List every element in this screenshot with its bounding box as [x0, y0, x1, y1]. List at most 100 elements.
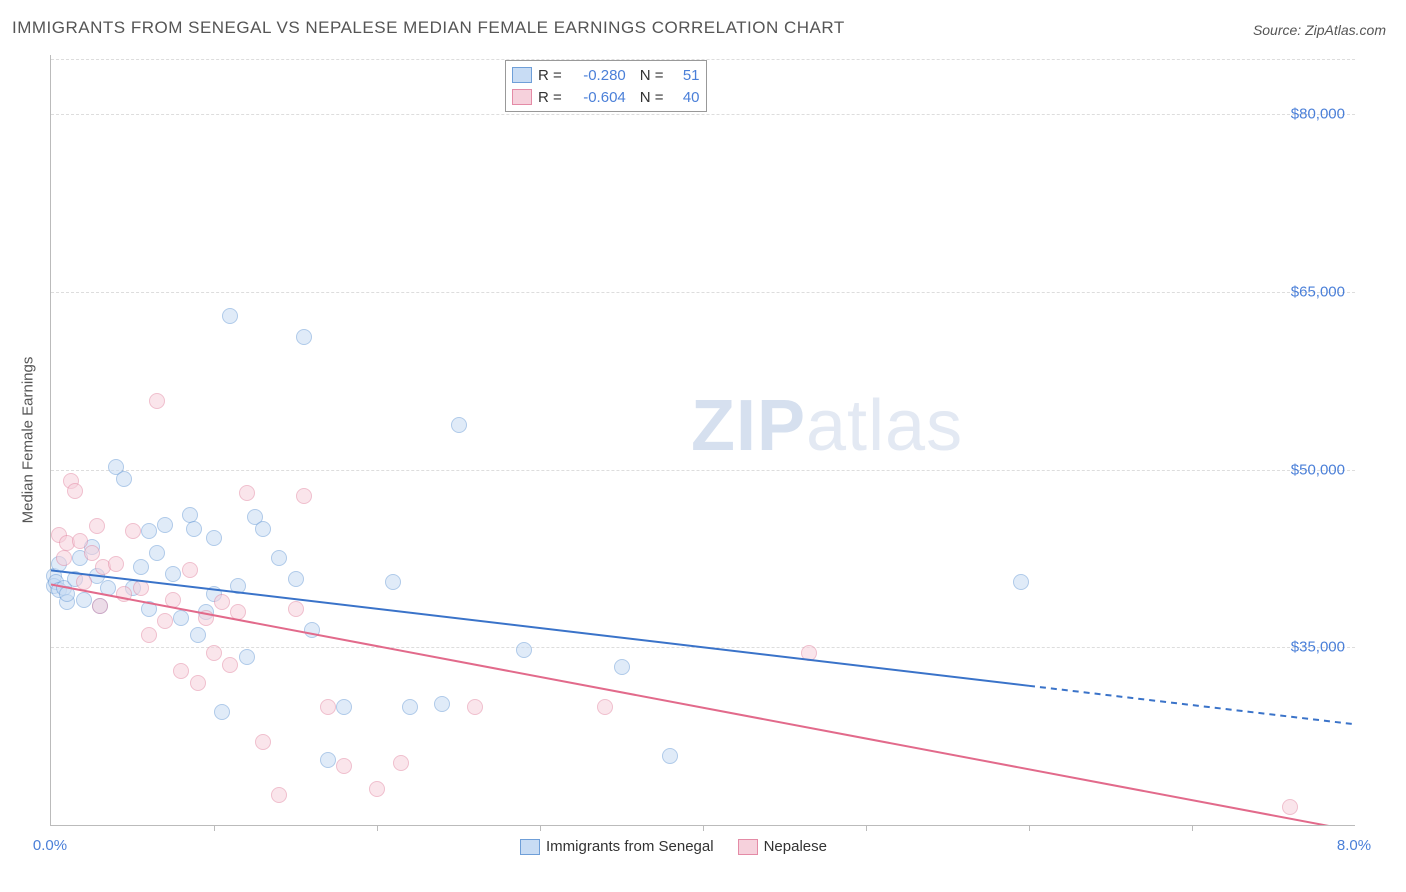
data-point	[336, 758, 352, 774]
data-point	[467, 699, 483, 715]
r-value: -0.604	[568, 89, 626, 106]
data-point	[296, 488, 312, 504]
y-tick-label: $65,000	[1291, 283, 1345, 300]
data-point	[402, 699, 418, 715]
data-point	[190, 627, 206, 643]
legend-swatch-senegal	[520, 839, 540, 855]
data-point	[230, 604, 246, 620]
x-tick	[540, 825, 541, 831]
data-point	[296, 329, 312, 345]
data-point	[206, 645, 222, 661]
data-point	[239, 485, 255, 501]
data-point	[271, 550, 287, 566]
legend-swatch	[512, 67, 532, 83]
x-tick	[214, 825, 215, 831]
data-point	[190, 675, 206, 691]
n-label: N =	[640, 89, 664, 106]
data-point	[67, 483, 83, 499]
data-point	[149, 545, 165, 561]
y-axis-label: Median Female Earnings	[20, 357, 37, 524]
data-point	[165, 592, 181, 608]
data-point	[597, 699, 613, 715]
data-point	[108, 556, 124, 572]
data-point	[230, 578, 246, 594]
data-point	[186, 521, 202, 537]
data-point	[1013, 574, 1029, 590]
data-point	[76, 574, 92, 590]
data-point	[92, 598, 108, 614]
data-point	[288, 601, 304, 617]
data-point	[214, 704, 230, 720]
legend-row: R =-0.604N =40	[512, 86, 700, 108]
data-point	[214, 594, 230, 610]
watermark-light: atlas	[806, 386, 963, 466]
y-tick-label: $35,000	[1291, 639, 1345, 656]
x-tick-label: 8.0%	[1337, 837, 1371, 854]
r-value: -0.280	[568, 67, 626, 84]
legend-swatch	[512, 89, 532, 105]
data-point	[516, 642, 532, 658]
data-point	[165, 566, 181, 582]
gridline	[51, 470, 1355, 471]
data-point	[173, 610, 189, 626]
x-tick	[1192, 825, 1193, 831]
data-point	[320, 752, 336, 768]
data-point	[198, 610, 214, 626]
data-point	[206, 530, 222, 546]
gridline	[51, 292, 1355, 293]
data-point	[451, 417, 467, 433]
series-legend: Immigrants from Senegal Nepalese	[520, 838, 827, 855]
legend-item-senegal: Immigrants from Senegal	[520, 838, 714, 855]
legend-label-senegal: Immigrants from Senegal	[546, 838, 714, 855]
data-point	[288, 571, 304, 587]
data-point	[116, 586, 132, 602]
data-point	[1282, 799, 1298, 815]
data-point	[89, 518, 105, 534]
data-point	[801, 645, 817, 661]
data-point	[84, 545, 100, 561]
watermark-bold: ZIP	[691, 386, 806, 466]
correlation-legend: R =-0.280N =51R =-0.604N =40	[505, 60, 707, 112]
x-tick	[1029, 825, 1030, 831]
data-point	[100, 580, 116, 596]
data-point	[76, 592, 92, 608]
data-point	[141, 627, 157, 643]
source-value: ZipAtlas.com	[1305, 22, 1386, 38]
r-label: R =	[538, 67, 562, 84]
data-point	[141, 523, 157, 539]
data-point	[157, 613, 173, 629]
x-tick	[703, 825, 704, 831]
n-value: 51	[670, 67, 700, 84]
data-point	[393, 755, 409, 771]
data-point	[304, 622, 320, 638]
source-label: Source:	[1253, 22, 1301, 38]
data-point	[255, 521, 271, 537]
data-point	[434, 696, 450, 712]
r-label: R =	[538, 89, 562, 106]
trend-lines	[51, 55, 1355, 825]
chart-title: IMMIGRANTS FROM SENEGAL VS NEPALESE MEDI…	[12, 18, 845, 38]
data-point	[271, 787, 287, 803]
data-point	[133, 580, 149, 596]
legend-row: R = -0.280 N = 51	[512, 64, 700, 86]
y-tick-label: $50,000	[1291, 461, 1345, 478]
data-point	[133, 559, 149, 575]
n-label: N =	[640, 67, 664, 84]
x-tick	[377, 825, 378, 831]
data-point	[157, 517, 173, 533]
gridline	[51, 114, 1355, 115]
data-point	[662, 748, 678, 764]
data-point	[336, 699, 352, 715]
data-point	[614, 659, 630, 675]
data-point	[320, 699, 336, 715]
data-point	[385, 574, 401, 590]
data-point	[369, 781, 385, 797]
data-point	[149, 393, 165, 409]
x-tick-label: 0.0%	[33, 837, 67, 854]
data-point	[59, 586, 75, 602]
legend-label-nepalese: Nepalese	[764, 838, 827, 855]
data-point	[125, 523, 141, 539]
watermark: ZIPatlas	[691, 385, 963, 467]
data-point	[141, 601, 157, 617]
legend-swatch-nepalese	[738, 839, 758, 855]
